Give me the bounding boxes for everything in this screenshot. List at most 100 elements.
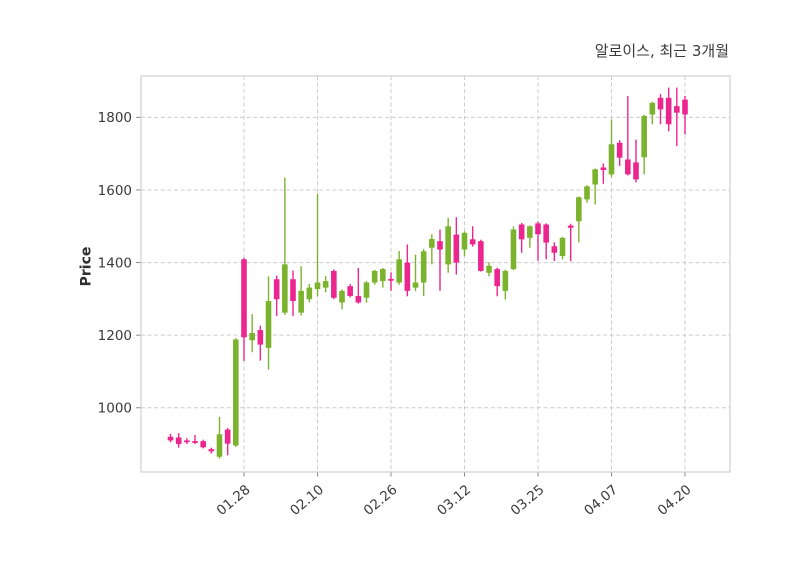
- candle: [682, 95, 688, 135]
- candle: [208, 447, 215, 454]
- candle: [535, 221, 541, 261]
- candle: [249, 314, 255, 353]
- candle-body: [633, 162, 639, 180]
- candle-body: [429, 238, 435, 248]
- candle: [445, 217, 451, 273]
- candle: [461, 231, 468, 257]
- candle-body: [192, 441, 198, 443]
- candle: [576, 196, 582, 243]
- candle-body: [453, 234, 460, 263]
- x-tick-label: 02.10: [287, 482, 327, 519]
- candle: [282, 177, 288, 315]
- candle: [355, 268, 362, 304]
- candle-body: [396, 259, 402, 283]
- plot-border: [140, 75, 731, 473]
- candle: [600, 163, 607, 184]
- candle-body: [592, 169, 598, 185]
- candle: [233, 338, 239, 447]
- candle: [429, 234, 435, 265]
- y-tick-label: 1400: [98, 255, 132, 271]
- candle-body: [167, 436, 174, 441]
- candle-body: [347, 286, 353, 296]
- candle-body: [469, 239, 476, 245]
- candle: [551, 242, 558, 262]
- candle: [339, 289, 345, 310]
- candle-body: [641, 115, 647, 158]
- candle-body: [355, 295, 362, 303]
- x-tick-label: 04.07: [581, 482, 621, 519]
- candle-body: [216, 434, 223, 457]
- candle-body: [437, 241, 443, 250]
- candle: [616, 140, 623, 167]
- candle-body: [461, 232, 468, 250]
- candle-body: [306, 287, 313, 300]
- candle-body: [322, 281, 329, 288]
- candle: [396, 250, 402, 285]
- candle: [584, 185, 590, 203]
- candle: [175, 433, 182, 448]
- candle-body: [200, 441, 206, 448]
- candle: [453, 217, 460, 275]
- candle: [306, 283, 313, 303]
- candle: [290, 270, 296, 316]
- x-tick-label: 01.28: [214, 482, 254, 519]
- candle: [559, 236, 566, 260]
- candle-body: [527, 226, 533, 238]
- candle-body: [494, 269, 500, 287]
- candle: [649, 101, 656, 125]
- candle-body: [600, 167, 607, 171]
- candle-body: [224, 429, 231, 444]
- candle-body: [184, 440, 190, 443]
- candle: [625, 95, 631, 176]
- candle: [641, 114, 647, 175]
- candle: [657, 94, 664, 125]
- candle-body: [331, 270, 337, 298]
- candle-body: [657, 97, 664, 110]
- y-tick-label: 1800: [98, 110, 132, 126]
- candle: [257, 325, 264, 361]
- candle: [322, 275, 329, 293]
- candle: [665, 87, 672, 132]
- candle-body: [478, 241, 484, 271]
- candle-body: [339, 290, 345, 303]
- candle-body: [559, 237, 566, 257]
- candle-body: [380, 269, 386, 282]
- y-tick-label: 1600: [98, 183, 132, 199]
- candle-body: [551, 246, 558, 253]
- candle: [608, 119, 615, 177]
- candle: [518, 223, 525, 253]
- candle: [298, 266, 304, 316]
- candle-body: [649, 102, 656, 115]
- candle: [224, 428, 231, 456]
- candle: [273, 275, 280, 316]
- candle-body: [241, 259, 247, 338]
- candle-body: [518, 224, 525, 240]
- candle-body: [682, 99, 688, 115]
- candle-body: [616, 142, 623, 158]
- candle: [502, 269, 509, 300]
- candle: [592, 168, 598, 205]
- candle-body: [314, 282, 321, 290]
- x-tick-label: 02.26: [361, 482, 401, 519]
- candle-body: [665, 97, 672, 125]
- candle: [494, 267, 500, 297]
- candle-body: [298, 290, 304, 313]
- candle-body: [363, 282, 370, 298]
- candle-body: [208, 449, 215, 452]
- candle-body: [674, 106, 680, 113]
- candle: [404, 244, 411, 297]
- candle: [486, 262, 492, 277]
- candle: [420, 249, 427, 296]
- candle-body: [420, 251, 427, 283]
- candle-body: [543, 224, 549, 243]
- candle-body: [445, 226, 451, 265]
- candle: [527, 225, 533, 248]
- candle: [478, 239, 484, 272]
- candle-body: [486, 265, 492, 273]
- candle-body: [265, 301, 272, 348]
- candle: [469, 226, 476, 247]
- y-tick-label: 1200: [98, 328, 132, 344]
- x-tick-label: 03.25: [508, 482, 548, 519]
- candle-body: [233, 339, 239, 446]
